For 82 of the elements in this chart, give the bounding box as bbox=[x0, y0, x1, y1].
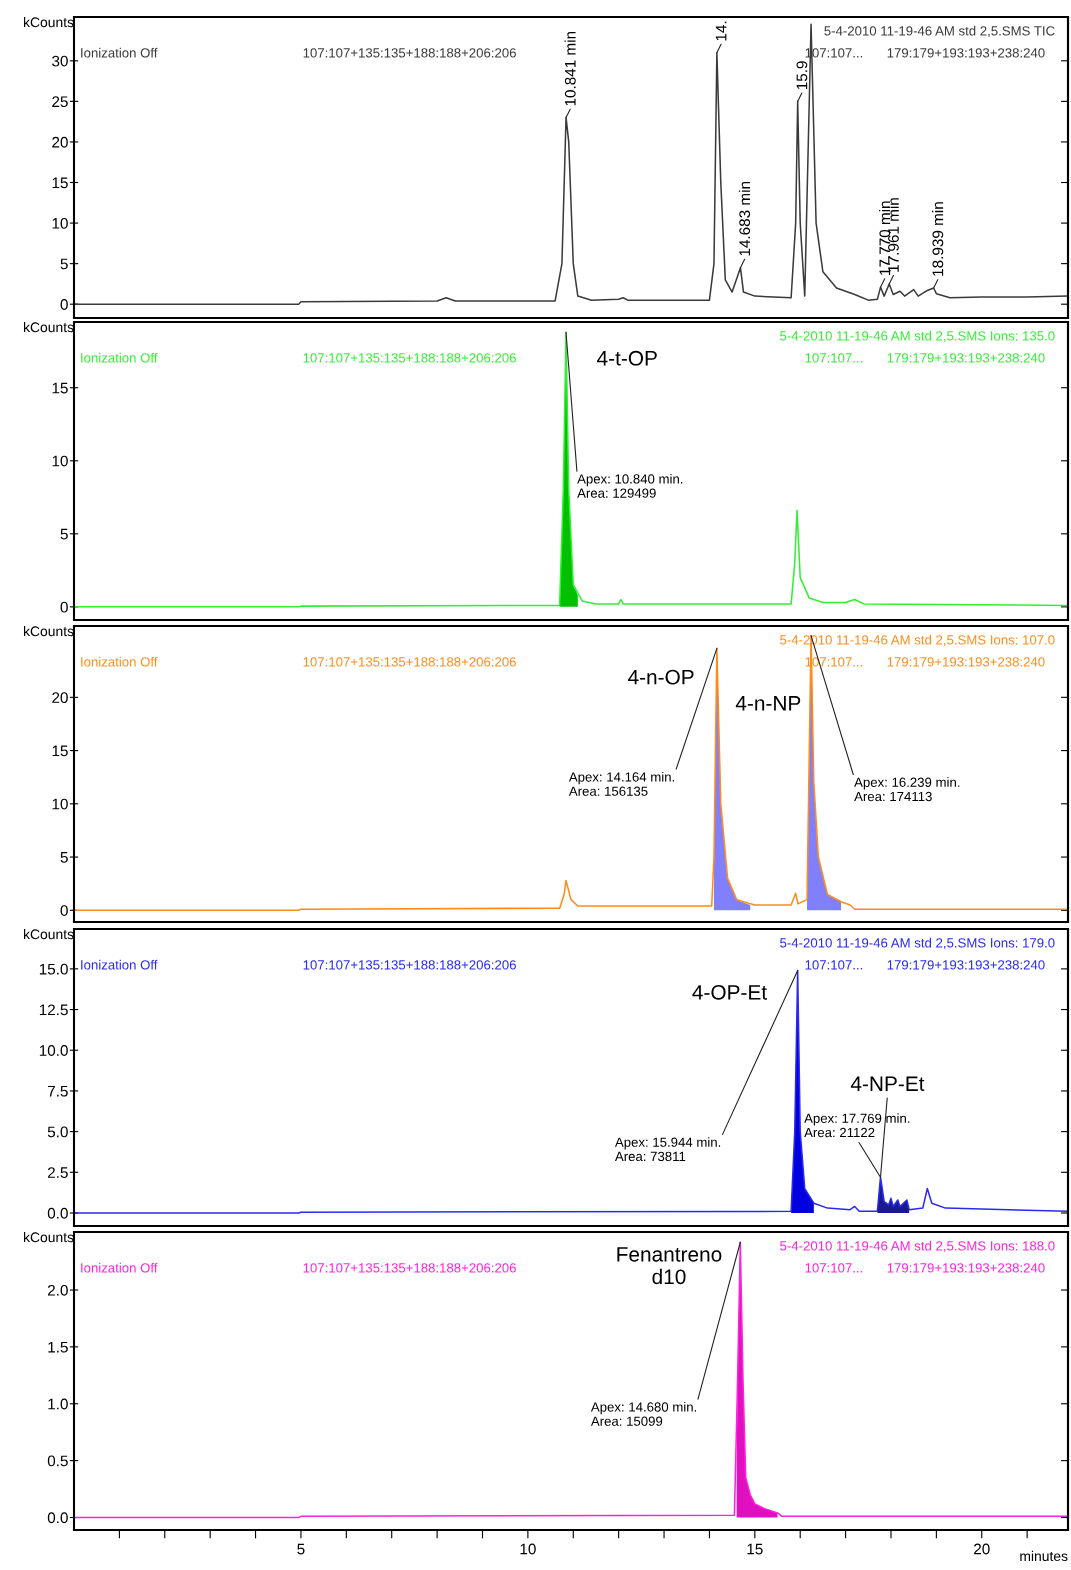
annotation: 107:107+135:135+188:188+206:206 bbox=[303, 960, 516, 970]
y-tick-label: 10.0 bbox=[39, 1045, 68, 1056]
y-axis-title: kCounts bbox=[23, 626, 74, 637]
annotation: Ionization Off bbox=[81, 656, 158, 667]
y-tick-label: 15 bbox=[52, 745, 68, 757]
annotation: 179:179+193:193+238:240 bbox=[887, 1263, 1045, 1273]
line-series bbox=[74, 23, 1068, 305]
annotation: 5-4-2010 11-19-46 AM std 2,5.SMS Ions: 188.0 bbox=[780, 1240, 1055, 1253]
y-tick-label: 2.5 bbox=[47, 1167, 68, 1178]
annotation: 179:179+193:193+238:240 bbox=[887, 48, 1045, 58]
y-tick-label: 0.5 bbox=[47, 1455, 68, 1467]
x-tick-label: 10 bbox=[520, 1543, 536, 1555]
annotation: 5-4-2010 11-19-46 AM std 2,5.SMS TIC bbox=[824, 25, 1055, 38]
y-tick-label: 20 bbox=[52, 136, 68, 148]
annotation: 14.683 min bbox=[738, 181, 751, 256]
y-tick-label: 15.0 bbox=[39, 963, 68, 975]
y-axis-title: kCounts bbox=[23, 1232, 74, 1243]
y-tick-label: 12.5 bbox=[39, 1004, 68, 1016]
annotation: Apex: 10.840 min. Area: 129499 bbox=[577, 473, 683, 498]
line-series bbox=[74, 331, 1068, 608]
y-axis-title: kCounts bbox=[23, 322, 74, 333]
y-tick-label: 25 bbox=[52, 96, 68, 108]
annotation: Ionization Off bbox=[81, 1262, 158, 1273]
annotation: Apex: 16.239 min. Area: 174113 bbox=[854, 777, 960, 802]
x-tick-label: 20 bbox=[974, 1543, 990, 1555]
annotation: Ionization Off bbox=[81, 352, 158, 363]
annotation: 10.841 min bbox=[564, 31, 576, 106]
line-series bbox=[74, 1241, 1068, 1519]
annotation: 107:107... bbox=[805, 1263, 863, 1273]
y-tick-label: 0.0 bbox=[47, 1207, 68, 1219]
annotation: 15.9 bbox=[796, 61, 808, 90]
x-axis-title: minutes bbox=[1020, 1550, 1068, 1562]
annotation: 4-OP-Et bbox=[692, 984, 767, 1000]
y-tick-label: 0 bbox=[60, 905, 68, 916]
y-tick-label: 1.0 bbox=[48, 1398, 68, 1410]
y-axis-title: kCounts bbox=[23, 929, 74, 940]
y-tick-label: 15 bbox=[52, 177, 68, 189]
x-tick-label: 15 bbox=[747, 1543, 763, 1555]
y-tick-label: 1.5 bbox=[48, 1341, 68, 1353]
y-tick-label: 30 bbox=[52, 55, 68, 67]
annotation: 4-t-OP bbox=[597, 350, 657, 366]
annotation: 107:107+135:135+188:188+206:206 bbox=[303, 353, 516, 363]
annotation: 107:107... bbox=[805, 960, 863, 970]
annotation: 4-n-OP bbox=[627, 669, 694, 685]
annotation: 107:107+135:135+188:188+206:206 bbox=[303, 657, 516, 667]
annotation: 179:179+193:193+238:240 bbox=[887, 353, 1045, 363]
x-tick-label: 5 bbox=[297, 1543, 305, 1555]
annotation: 5-4-2010 11-19-46 AM std 2,5.SMS Ions: 179.0 bbox=[780, 937, 1055, 950]
annotation: Ionization Off bbox=[81, 47, 158, 58]
annotation: 179:179+193:193+238:240 bbox=[887, 960, 1045, 970]
annotation: 107:107... bbox=[805, 353, 863, 363]
annotation: Apex: 17.769 min. Area: 21122 bbox=[804, 1113, 910, 1138]
y-tick-label: 7.5 bbox=[47, 1085, 68, 1097]
annotation: 4-NP-Et bbox=[850, 1076, 925, 1092]
y-tick-label: 0.0 bbox=[47, 1512, 68, 1524]
annotation: Apex: 15.944 min. Area: 73811 bbox=[614, 1137, 721, 1162]
line-series bbox=[74, 634, 1068, 912]
y-tick-label: 2.0 bbox=[47, 1284, 68, 1296]
annotation: 179:179+193:193+238:240 bbox=[887, 657, 1045, 667]
y-tick-label: 15 bbox=[52, 382, 68, 394]
y-tick-label: 0 bbox=[60, 601, 68, 613]
y-tick-label: 5.0 bbox=[47, 1126, 68, 1138]
annotation: Apex: 14.164 min. Area: 156135 bbox=[568, 771, 675, 796]
annotation: Fenantreno d10 bbox=[617, 1247, 722, 1285]
annotation: 18.939 min bbox=[932, 202, 944, 276]
line-series bbox=[74, 969, 1068, 1214]
annotation: Ionization Off bbox=[81, 959, 158, 970]
y-tick-label: 5 bbox=[60, 852, 68, 863]
annotation: 4-n-NP bbox=[735, 696, 801, 711]
y-tick-label: 20 bbox=[52, 692, 68, 704]
annotation: 107:107+135:135+188:188+206:206 bbox=[303, 48, 516, 58]
annotation: 107:107+135:135+188:188+206:206 bbox=[303, 1263, 516, 1273]
annotation: Apex: 14.680 min. Area: 15099 bbox=[590, 1401, 697, 1426]
y-axis-title: kCounts bbox=[23, 17, 74, 28]
annotation: 5-4-2010 11-19-46 AM std 2,5.SMS Ions: 135.0 bbox=[780, 330, 1055, 343]
annotation: 14. bbox=[715, 21, 727, 41]
y-tick-label: 10 bbox=[52, 455, 68, 467]
y-tick-label: 10 bbox=[52, 798, 68, 810]
y-tick-label: 5 bbox=[60, 528, 68, 540]
y-tick-label: 0 bbox=[60, 299, 68, 310]
y-tick-label: 5 bbox=[60, 258, 68, 270]
y-tick-label: 10 bbox=[52, 217, 68, 229]
